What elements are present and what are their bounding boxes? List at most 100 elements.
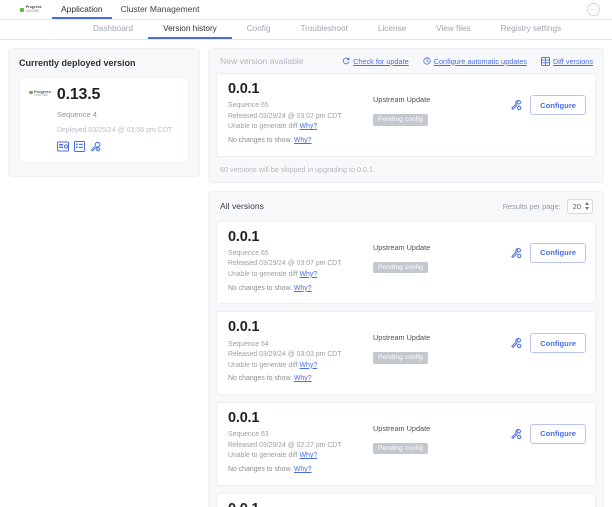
- troubleshoot-wrench-icon[interactable]: [90, 141, 101, 152]
- config-wrench-icon[interactable]: [510, 99, 522, 111]
- changes-why-link[interactable]: Why?: [293, 137, 312, 145]
- status-badge: Pending config: [373, 261, 429, 274]
- new-version-card: 0.0.1 Sequence 65 Released 03/29/24 @ 03…: [216, 73, 596, 157]
- top-tab-application[interactable]: Application: [52, 0, 112, 19]
- configure-button[interactable]: Configure: [530, 333, 586, 354]
- version-number: 0.0.1: [228, 228, 260, 245]
- results-per-page-select[interactable]: 20: [566, 198, 593, 214]
- diff-why-link[interactable]: Why?: [299, 123, 318, 131]
- brand-logo-mark: [20, 7, 25, 12]
- configure-button[interactable]: Configure: [530, 95, 586, 115]
- changes-status-text: No changes to show.: [228, 284, 292, 292]
- all-versions-header: All versions Results per page: 20: [209, 192, 603, 221]
- top-tab-cluster-management[interactable]: Cluster Management: [120, 3, 200, 14]
- diff-status-text: Unable to generate diff: [228, 361, 298, 369]
- config-wrench-icon[interactable]: [510, 247, 522, 259]
- version-released: Released 03/29/24 @ 03:07 pm CDT: [228, 112, 342, 120]
- deployed-action-icons: [56, 141, 178, 152]
- brand-logo: Progress Chef 360: [14, 0, 48, 19]
- version-source: Upstream Update Pending config: [373, 502, 510, 507]
- changes-why-link[interactable]: Why?: [293, 284, 312, 292]
- tab-troubleshoot[interactable]: Troubleshoot: [300, 24, 348, 33]
- status-badge: Pending config: [373, 352, 429, 364]
- version-row: 0.0.1 Sequence 62 Released 03/29/24 @ 02…: [216, 492, 596, 507]
- all-versions-panel: All versions Results per page: 20 0.0.1: [208, 190, 604, 507]
- diff-status-text: Unable to generate diff: [228, 452, 298, 460]
- deployed-brand-logo: Progress Chef 360: [29, 87, 51, 152]
- config-diff-icon[interactable]: [56, 141, 69, 152]
- check-for-update-label: Check for update: [353, 56, 409, 66]
- version-number: 0.0.1: [228, 501, 373, 507]
- version-number: 0.0.1: [228, 319, 260, 336]
- check-for-update-button[interactable]: Check for update: [342, 57, 409, 66]
- versions-column: New version available Check for update: [208, 48, 604, 507]
- version-source: Upstream Update Pending config: [373, 230, 510, 274]
- configure-button[interactable]: Configure: [530, 423, 586, 444]
- new-version-panel: New version available Check for update: [208, 48, 604, 183]
- config-wrench-icon[interactable]: [510, 337, 522, 349]
- configure-button[interactable]: Configure: [530, 242, 586, 263]
- diff-status-text: Unable to generate diff: [228, 123, 298, 131]
- version-source-label: Upstream Update: [373, 95, 431, 104]
- diff-why-link[interactable]: Why?: [299, 361, 318, 369]
- changes-status-text: No changes to show.: [228, 466, 292, 474]
- stepper-arrows-icon: [585, 202, 589, 210]
- currently-deployed-panel: Currently deployed version Progress Chef…: [8, 48, 200, 177]
- brand-product: Chef 360: [25, 8, 40, 13]
- diff-why-link[interactable]: Why?: [299, 452, 318, 460]
- version-source: Upstream Update Pending config: [373, 320, 510, 364]
- deployed-sequence: Sequence 4: [56, 110, 97, 119]
- version-actions: Configure: [510, 502, 586, 507]
- tab-view-files[interactable]: View files: [436, 24, 471, 33]
- version-number: 0.0.1: [228, 81, 260, 97]
- version-released: Released 03/29/24 @ 03:03 pm CDT: [228, 351, 342, 359]
- version-source-label: Upstream Update: [373, 242, 431, 252]
- version-row: 0.0.1 Sequence 63 Released 03/29/24 @ 02…: [216, 401, 596, 486]
- brand-name: Progress: [25, 5, 42, 10]
- version-info: 0.0.1 Sequence 65 Released 03/29/24 @ 03…: [228, 228, 373, 295]
- version-info: 0.0.1 Sequence 65 Released 03/29/24 @ 03…: [228, 81, 373, 147]
- top-bar: Progress Chef 360 Application Cluster Ma…: [0, 0, 612, 20]
- deployed-version-number: 0.13.5: [56, 86, 101, 103]
- diff-status-text: Unable to generate diff: [228, 270, 298, 278]
- status-badge: Pending config: [373, 114, 429, 126]
- preflight-checks-icon[interactable]: [73, 141, 85, 152]
- version-source: Upstream Update Pending config: [373, 82, 510, 126]
- configure-automatic-updates-button[interactable]: Configure automatic updates: [423, 57, 527, 66]
- diff-versions-button[interactable]: Diff versions: [540, 56, 593, 66]
- version-info: 0.0.1 Sequence 62 Released 03/29/24 @ 02…: [228, 501, 373, 507]
- brand-product: Chef 360: [34, 93, 48, 98]
- changes-why-link[interactable]: Why?: [293, 375, 312, 383]
- version-diff-status: Unable to generate diff Why?: [228, 361, 373, 371]
- tab-config[interactable]: Config: [246, 24, 271, 33]
- skipped-versions-note: 60 versions will be skipped in upgrading…: [220, 164, 376, 174]
- version-source-label: Upstream Update: [373, 333, 431, 343]
- tab-version-history[interactable]: Version history: [148, 20, 232, 39]
- diff-why-link[interactable]: Why?: [299, 270, 318, 278]
- tab-dashboard[interactable]: Dashboard: [93, 24, 134, 33]
- page-body: Currently deployed version Progress Chef…: [0, 40, 612, 507]
- results-per-page-label: Results per page:: [502, 201, 561, 211]
- version-source: Upstream Update Pending config: [373, 411, 510, 455]
- kebab-dot: [595, 8, 598, 11]
- tab-registry-settings[interactable]: Registry settings: [500, 24, 562, 33]
- version-actions: Configure: [510, 320, 586, 354]
- version-row: 0.0.1 Sequence 64 Released 03/29/24 @ 03…: [216, 311, 596, 395]
- kebab-menu-icon[interactable]: [587, 3, 600, 16]
- version-sequence: Sequence 65: [228, 102, 269, 110]
- diff-versions-label: Diff versions: [552, 56, 593, 66]
- changes-status-text: No changes to show.: [228, 375, 292, 383]
- version-sequence: Sequence 63: [228, 431, 269, 439]
- top-bar-right: [587, 0, 612, 19]
- configure-automatic-updates-label: Configure automatic updates: [433, 56, 527, 66]
- new-version-title: New version available: [220, 56, 304, 66]
- deployed-timestamp: Deployed 03/25/24 @ 03:56 pm CDT: [56, 127, 173, 134]
- config-wrench-icon[interactable]: [510, 428, 522, 440]
- version-actions: Configure: [510, 411, 586, 444]
- kebab-dot: [592, 8, 595, 11]
- kebab-dot: [589, 8, 592, 11]
- changes-why-link[interactable]: Why?: [293, 466, 312, 474]
- version-actions: Configure: [510, 82, 586, 115]
- version-sequence: Sequence 65: [228, 249, 269, 257]
- tab-license[interactable]: License: [377, 24, 407, 33]
